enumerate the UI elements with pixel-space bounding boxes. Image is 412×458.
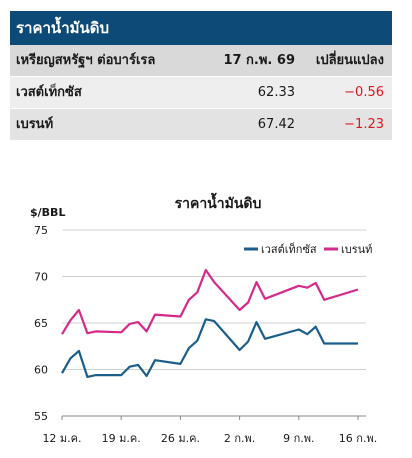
x-tick-label: 12 ม.ค. bbox=[42, 432, 81, 445]
legend-label-1: เบรนท์ bbox=[341, 243, 372, 256]
price-table: เหรียญสหรัฐฯ ต่อบาร์เรล 17 ก.พ. 69 เปลี่… bbox=[10, 45, 392, 141]
table-header-row: เหรียญสหรัฐฯ ต่อบาร์เรล 17 ก.พ. 69 เปลี่… bbox=[10, 45, 392, 77]
y-tick-label: 75 bbox=[34, 224, 48, 237]
x-tick-label: 19 ม.ค. bbox=[102, 432, 141, 445]
row-name-wti: เวสต์เท็กซัส bbox=[16, 85, 82, 100]
legend-label-0: เวสต์เท็กซัส bbox=[261, 242, 317, 256]
row-change-wti: −0.56 bbox=[344, 85, 384, 100]
table-row: เวสต์เท็กซัส 62.33 −0.56 bbox=[10, 77, 392, 109]
y-tick-label: 55 bbox=[34, 410, 48, 423]
y-tick-label: 70 bbox=[34, 271, 48, 284]
row-name-brent: เบรนท์ bbox=[16, 117, 54, 132]
series-line-0 bbox=[61, 318, 358, 378]
y-tick-label: 60 bbox=[34, 364, 48, 377]
header-change: เปลี่ยนแปลง bbox=[315, 53, 384, 68]
row-price-wti: 62.33 bbox=[257, 85, 295, 100]
x-tick-label: 9 ก.พ. bbox=[283, 432, 314, 445]
y-axis-unit: $/BBL bbox=[30, 206, 65, 219]
y-tick-label: 65 bbox=[34, 317, 48, 330]
x-tick-label: 26 ม.ค. bbox=[161, 432, 200, 445]
x-tick-label: 2 ก.พ. bbox=[224, 432, 255, 445]
row-change-brent: −1.23 bbox=[344, 117, 384, 132]
header-unit-label: เหรียญสหรัฐฯ ต่อบาร์เรล bbox=[16, 53, 156, 68]
table-row: เบรนท์ 67.42 −1.23 bbox=[10, 109, 392, 141]
table-title: ราคาน้ำมันดิบ bbox=[10, 11, 392, 45]
header-date: 17 ก.พ. 69 bbox=[223, 53, 295, 68]
row-price-brent: 67.42 bbox=[257, 117, 295, 132]
chart-title: ราคาน้ำมันดิบ bbox=[175, 192, 262, 212]
series-line-1 bbox=[61, 268, 359, 335]
x-tick-label: 16 ก.พ. bbox=[339, 432, 377, 445]
